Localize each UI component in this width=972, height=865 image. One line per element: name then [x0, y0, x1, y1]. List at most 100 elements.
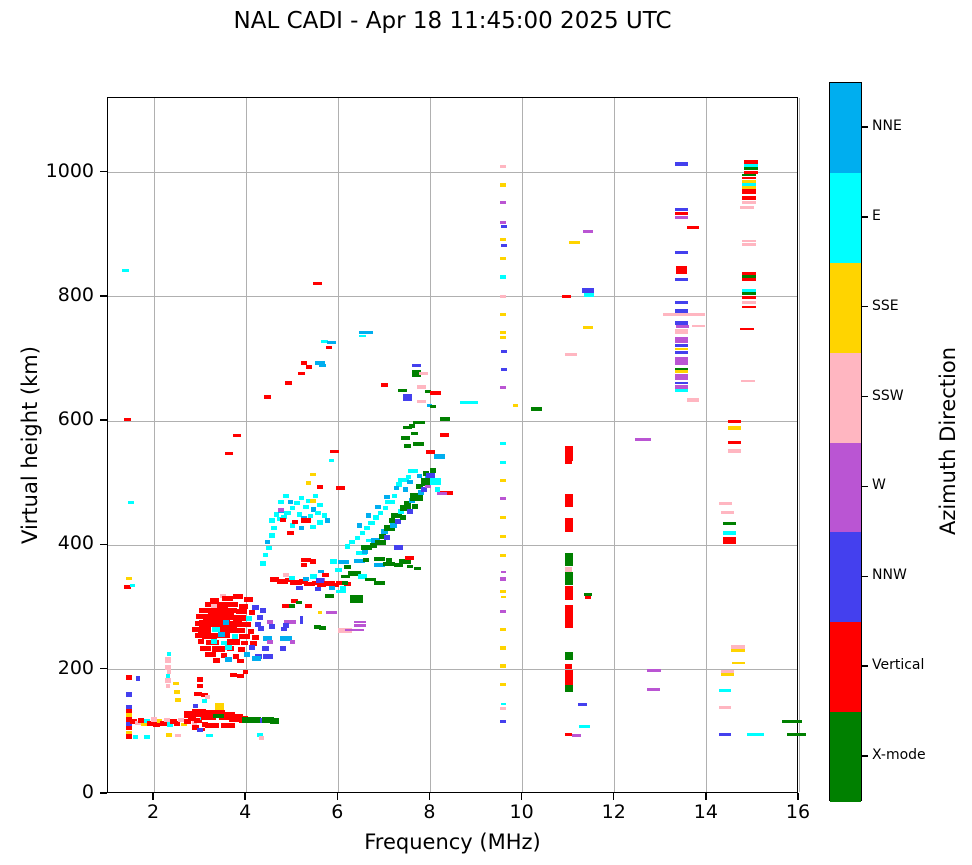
data-point-Vertical — [564, 664, 573, 669]
data-point-NNW — [256, 615, 264, 620]
data-point-Vertical — [201, 633, 217, 640]
data-point-SSW — [742, 200, 757, 205]
data-point-Vertical — [125, 725, 132, 731]
data-point-X-mode — [385, 558, 393, 563]
data-point-Vertical — [247, 628, 255, 634]
data-point-NNW — [268, 623, 276, 629]
data-point-NNE — [327, 340, 337, 344]
data-point-SSW — [210, 604, 218, 609]
data-point-NNW — [314, 586, 322, 592]
data-point-E — [742, 183, 757, 186]
data-point-Vertical — [194, 691, 202, 697]
data-point-Vertical — [304, 581, 316, 587]
data-point-X-mode — [399, 559, 412, 564]
x-tick-label: 12 — [601, 801, 626, 823]
data-point-NNE — [287, 499, 294, 505]
data-point-X-mode — [340, 574, 350, 579]
data-point-E — [377, 510, 384, 516]
data-point-Vertical — [137, 717, 145, 723]
data-point-NNE — [264, 539, 271, 544]
data-point-E — [225, 644, 232, 650]
data-point-X-mode — [404, 444, 411, 448]
colorbar-tick-mark — [862, 575, 868, 578]
data-point-W — [277, 508, 284, 512]
data-point-X-mode — [781, 720, 803, 724]
data-point-E — [365, 538, 376, 543]
data-point-E — [315, 510, 321, 516]
data-point-Vertical — [123, 417, 132, 421]
data-point-E — [262, 552, 269, 557]
data-point-Vertical — [723, 537, 737, 544]
data-point-E — [166, 652, 172, 657]
x-tick-label: 16 — [785, 801, 811, 823]
data-point-E — [335, 589, 346, 594]
data-point-W — [289, 639, 295, 644]
data-point-Vertical — [232, 653, 240, 659]
x-gridline — [153, 98, 155, 792]
data-point-Vertical — [125, 717, 132, 722]
data-point-Vertical — [298, 579, 308, 584]
x-gridline — [245, 98, 247, 792]
data-point-X-mode — [411, 431, 418, 436]
y-tick-label: 800 — [57, 283, 94, 306]
data-point-SSE — [500, 627, 506, 631]
data-point-Vertical — [743, 171, 758, 174]
colorbar-tick-label: E — [872, 207, 881, 224]
data-point-X-mode — [347, 571, 362, 576]
y-tick-label: 200 — [57, 656, 94, 679]
data-point-Vertical — [212, 619, 231, 627]
data-point-X-mode — [430, 404, 436, 408]
data-point-SSW — [742, 300, 757, 305]
data-point-SSE — [125, 730, 132, 735]
y-tick-mark — [100, 667, 107, 670]
data-point-E — [397, 508, 405, 514]
data-point-E — [723, 531, 737, 535]
data-point-E — [307, 514, 314, 519]
data-point-Vertical — [226, 601, 238, 607]
data-point-NNW — [500, 720, 506, 724]
data-point-Vertical — [564, 669, 573, 685]
data-point-E — [742, 289, 757, 292]
data-point-Vertical — [584, 596, 592, 600]
data-point-Vertical — [742, 196, 757, 200]
data-point-NNW — [719, 732, 732, 736]
data-point-E — [579, 725, 591, 729]
data-point-X-mode — [414, 566, 421, 571]
data-point-X-mode — [564, 684, 573, 693]
data-point-NNE — [353, 558, 365, 564]
data-point-X-mode — [362, 557, 370, 562]
x-tick-mark — [520, 793, 523, 800]
data-point-Vertical — [250, 641, 257, 647]
data-point-Vertical — [405, 555, 415, 560]
data-point-SSE — [500, 646, 506, 650]
data-point-Vertical — [204, 601, 214, 607]
data-point-Vertical — [226, 638, 240, 645]
data-point-E — [128, 500, 134, 505]
colorbar-tick-label: SSE — [872, 297, 899, 314]
data-point-Vertical — [210, 597, 220, 603]
data-point-NNW — [299, 616, 304, 624]
data-point-Vertical — [425, 450, 436, 455]
x-tick-label: 14 — [693, 801, 718, 823]
data-point-NNE — [251, 656, 261, 661]
data-point-SSE — [175, 698, 181, 703]
data-point-Vertical — [125, 674, 132, 680]
data-point-X-mode — [743, 167, 758, 171]
data-point-NNE — [225, 657, 232, 663]
data-point-X-mode — [289, 603, 296, 608]
data-point-Vertical — [125, 734, 132, 740]
data-point-X-mode — [319, 626, 326, 630]
data-point-NNE — [218, 631, 225, 637]
data-point-SSE — [500, 534, 506, 538]
data-point-Vertical — [241, 640, 248, 646]
data-point-NNE — [298, 525, 305, 531]
data-point-NNE — [408, 498, 416, 504]
data-point-SSE — [310, 498, 316, 503]
data-point-Vertical — [429, 391, 441, 396]
data-point-NNW — [501, 244, 507, 248]
data-point-Vertical — [321, 581, 335, 587]
data-point-SSW — [418, 372, 429, 376]
data-point-Vertical — [675, 212, 688, 216]
data-point-Vertical — [223, 607, 237, 614]
